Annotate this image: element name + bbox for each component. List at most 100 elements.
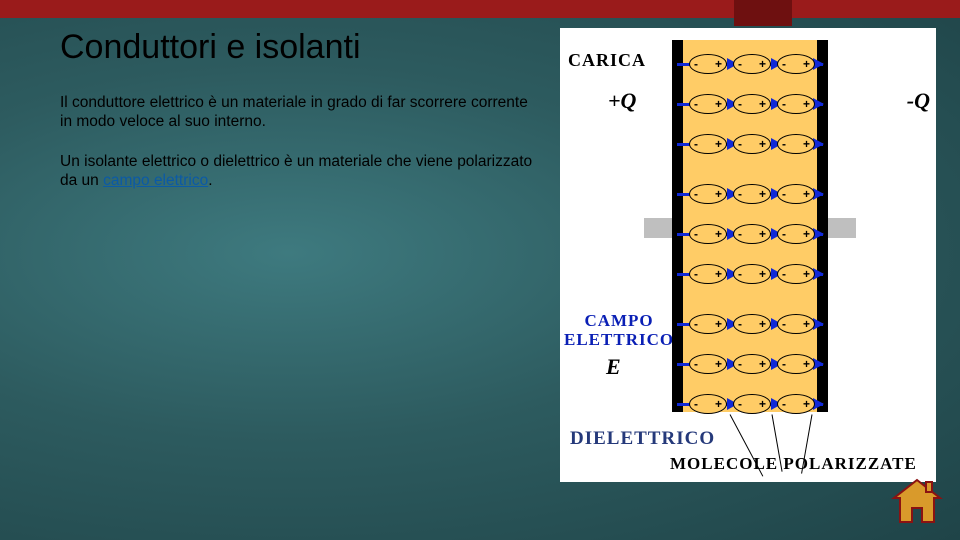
- label-plus-q: +Q: [608, 88, 636, 114]
- dipole-minus: -: [738, 227, 742, 241]
- dipole-minus: -: [782, 397, 786, 411]
- dipole-row: -+-+-+: [683, 182, 817, 210]
- dipole: -+: [733, 354, 771, 374]
- dipole-minus: -: [738, 97, 742, 111]
- text-content: Conduttori e isolanti Il conduttore elet…: [60, 28, 540, 211]
- dipole-minus: -: [694, 317, 698, 331]
- dipole-minus: -: [738, 57, 742, 71]
- dipole-minus: -: [694, 357, 698, 371]
- dipole-plus: +: [715, 137, 722, 151]
- paragraph-2: Un isolante elettrico o dielettrico è un…: [60, 152, 540, 191]
- dipole-plus: +: [803, 357, 810, 371]
- dipole-plus: +: [715, 57, 722, 71]
- dipole: -+: [733, 134, 771, 154]
- dipole-plus: +: [715, 397, 722, 411]
- dipole-row: -+-+-+: [683, 312, 817, 340]
- dipole-plus: +: [715, 187, 722, 201]
- dipole-plus: +: [759, 187, 766, 201]
- home-icon: [890, 476, 944, 526]
- label-campo-elettrico: CAMPO ELETTRICO: [564, 312, 674, 349]
- dipole: -+: [689, 264, 727, 284]
- dipole: -+: [777, 264, 815, 284]
- dipole: -+: [689, 394, 727, 414]
- dipole-plus: +: [803, 397, 810, 411]
- dipole-plus: +: [759, 397, 766, 411]
- dipole-minus: -: [782, 267, 786, 281]
- dipole-plus: +: [715, 317, 722, 331]
- label-e: E: [606, 354, 621, 380]
- dipole-plus: +: [759, 227, 766, 241]
- dipole-minus: -: [782, 357, 786, 371]
- dipole-minus: -: [782, 227, 786, 241]
- label-molecole: MOLECOLE POLARIZZATE: [670, 454, 917, 474]
- stub-right-1: [828, 218, 856, 228]
- dipole: -+: [733, 314, 771, 334]
- dipole: -+: [777, 394, 815, 414]
- dipole-minus: -: [738, 267, 742, 281]
- dipole: -+: [689, 54, 727, 74]
- dipole-plus: +: [803, 267, 810, 281]
- slide-title: Conduttori e isolanti: [60, 28, 540, 67]
- stub-right-2: [828, 228, 856, 238]
- dipole-minus: -: [694, 187, 698, 201]
- dipole-minus: -: [738, 317, 742, 331]
- dipole-plus: +: [759, 317, 766, 331]
- dipole-plus: +: [759, 357, 766, 371]
- dipole-plus: +: [803, 317, 810, 331]
- dipole-minus: -: [782, 57, 786, 71]
- dielectric-figure: CARICA +Q -Q CAMPO ELETTRICO E DIELETTRI…: [560, 28, 936, 482]
- dipole-row: -+-+-+: [683, 392, 817, 420]
- dipole-plus: +: [803, 187, 810, 201]
- label-carica: CARICA: [568, 50, 646, 71]
- dipole-minus: -: [694, 137, 698, 151]
- dipole-minus: -: [694, 57, 698, 71]
- dipole: -+: [777, 184, 815, 204]
- label-dielettrico: DIELETTRICO: [570, 428, 715, 450]
- dipole-plus: +: [715, 267, 722, 281]
- dipole: -+: [777, 134, 815, 154]
- dipole-plus: +: [715, 227, 722, 241]
- dipole: -+: [733, 224, 771, 244]
- dipole: -+: [689, 224, 727, 244]
- dipole-plus: +: [803, 227, 810, 241]
- dipole-row: -+-+-+: [683, 52, 817, 80]
- dipole-plus: +: [759, 97, 766, 111]
- dipole-plus: +: [803, 137, 810, 151]
- accent-tab: [734, 0, 792, 26]
- dipole-minus: -: [694, 227, 698, 241]
- dipole-minus: -: [738, 187, 742, 201]
- dipole-minus: -: [694, 397, 698, 411]
- paragraph-1: Il conduttore elettrico è un materiale i…: [60, 93, 540, 132]
- dipole-minus: -: [694, 97, 698, 111]
- dipole: -+: [733, 394, 771, 414]
- dipole-plus: +: [715, 357, 722, 371]
- dipole: -+: [689, 184, 727, 204]
- label-minus-q: -Q: [907, 88, 930, 114]
- slide: Conduttori e isolanti Il conduttore elet…: [0, 0, 960, 540]
- dipole-minus: -: [738, 397, 742, 411]
- dipole: -+: [733, 54, 771, 74]
- dipole-minus: -: [738, 357, 742, 371]
- dipole-plus: +: [759, 267, 766, 281]
- capacitor-region: -+-+-+-+-+-+-+-+-+-+-+-+-+-+-+-+-+-+-+-+…: [672, 40, 828, 412]
- dipole-row: -+-+-+: [683, 262, 817, 290]
- dipole: -+: [733, 94, 771, 114]
- dipole: -+: [689, 314, 727, 334]
- label-campo-line2: ELETTRICO: [564, 330, 674, 349]
- dipole-row: -+-+-+: [683, 132, 817, 160]
- dipole: -+: [689, 134, 727, 154]
- dipole: -+: [733, 184, 771, 204]
- home-button[interactable]: [890, 476, 944, 526]
- stub-left-1: [644, 218, 672, 228]
- campo-elettrico-link[interactable]: campo elettrico: [103, 172, 208, 189]
- dipole-plus: +: [803, 57, 810, 71]
- dipole-minus: -: [782, 317, 786, 331]
- dipole-plus: +: [759, 57, 766, 71]
- dipole-plus: +: [715, 97, 722, 111]
- dipole-minus: -: [782, 137, 786, 151]
- dipole-plus: +: [759, 137, 766, 151]
- dipole-row: -+-+-+: [683, 222, 817, 250]
- dipole: -+: [777, 54, 815, 74]
- dipole-plus: +: [803, 97, 810, 111]
- dipole: -+: [777, 354, 815, 374]
